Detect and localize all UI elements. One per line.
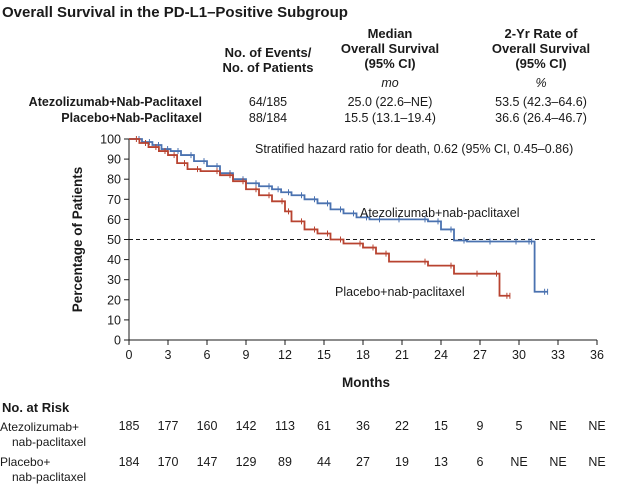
risk-label-atezo-line2: nab-paclitaxel	[12, 435, 87, 449]
y-tick-label: 0	[114, 334, 121, 348]
risk-label-placebo-line2: nab-paclitaxel	[12, 470, 87, 484]
x-tick-label: 6	[204, 348, 211, 362]
rate-header-line2: Overall Survival	[491, 41, 591, 56]
risk-value: 5	[515, 419, 523, 433]
row-events-placebo: 88/184	[248, 111, 288, 125]
x-tick-label: 27	[473, 348, 487, 362]
atezo-survival-curve	[129, 138, 548, 293]
risk-value: 22	[395, 419, 409, 433]
x-tick-label: 18	[356, 348, 370, 362]
series-label-placebo: Placebo+nab-paclitaxel	[335, 285, 465, 299]
x-tick-label: 12	[278, 348, 292, 362]
y-tick-label: 50	[107, 233, 121, 247]
x-tick-label: 30	[512, 348, 526, 362]
median-header-line2: Overall Survival	[340, 41, 440, 56]
median-header: Median Overall Survival (95% CI)	[330, 26, 450, 71]
row-median-placebo: 15.5 (13.1–19.4)	[344, 111, 436, 125]
x-tick-label: 24	[434, 348, 448, 362]
x-tick-label: 33	[551, 348, 565, 362]
row-label-atezo: Atezolizumab+Nab-Paclitaxel	[28, 95, 202, 109]
risk-value: 160	[196, 419, 218, 433]
hazard-ratio-annotation: Stratified hazard ratio for death, 0.62 …	[255, 142, 573, 156]
series-label-atezo: Atezolizumab+nab-paclitaxel	[360, 206, 519, 220]
median-units: mo	[381, 76, 399, 90]
row-rate-placebo: 36.6 (26.4–46.7)	[495, 111, 587, 125]
x-tick-label: 21	[395, 348, 409, 362]
risk-value: 6	[476, 455, 484, 469]
risk-value: NE	[549, 419, 567, 433]
risk-value: NE	[510, 455, 528, 469]
risk-value: 27	[356, 455, 370, 469]
risk-value: 19	[395, 455, 409, 469]
y-tick-label: 10	[107, 313, 121, 327]
risk-title: No. at Risk	[2, 400, 70, 415]
row-median-atezo: 25.0 (22.6–NE)	[347, 95, 433, 109]
y-tick-label: 60	[107, 213, 121, 227]
rate-header-line1: 2-Yr Rate of	[504, 26, 578, 41]
x-tick-label: 9	[243, 348, 250, 362]
risk-value: 15	[434, 419, 448, 433]
risk-value: 36	[356, 419, 370, 433]
y-tick-label: 40	[107, 253, 121, 267]
y-tick-label: 100	[100, 133, 121, 147]
risk-value: 89	[278, 455, 292, 469]
risk-value: 142	[235, 419, 257, 433]
risk-value: 61	[317, 419, 331, 433]
events-header-line1: No. of Events/	[224, 45, 312, 60]
figure-title: Overall Survival in the PD-L1–Positive S…	[2, 4, 348, 21]
x-tick-label: 36	[590, 348, 604, 362]
x-axis-label: Months	[342, 375, 390, 390]
risk-value: 44	[317, 455, 331, 469]
risk-label-atezo-line1: Atezolizumab+	[0, 420, 80, 434]
y-tick-label: 80	[107, 173, 121, 187]
risk-label-placebo-line1: Placebo+	[0, 455, 51, 469]
risk-value: 9	[476, 419, 484, 433]
events-header-line2: No. of Patients	[222, 60, 314, 75]
median-header-line3: (95% CI)	[364, 56, 416, 71]
risk-value: 147	[196, 455, 218, 469]
risk-value: 170	[157, 455, 179, 469]
risk-label-atezo: Atezolizumab+ nab-paclitaxel	[0, 420, 86, 450]
risk-value: NE	[588, 419, 606, 433]
y-tick-label: 70	[107, 193, 121, 207]
rate-units: %	[535, 76, 547, 90]
risk-value: 177	[157, 419, 179, 433]
risk-value: 185	[118, 419, 140, 433]
row-label-placebo: Placebo+Nab-Paclitaxel	[61, 111, 202, 125]
rate-header-line3: (95% CI)	[515, 56, 567, 71]
events-header: No. of Events/ No. of Patients	[208, 45, 328, 75]
y-tick-label: 90	[107, 153, 121, 167]
row-events-atezo: 64/185	[248, 95, 288, 109]
x-tick-label: 3	[165, 348, 172, 362]
y-tick-label: 20	[107, 293, 121, 307]
risk-value: 13	[434, 455, 448, 469]
risk-value: 113	[275, 419, 295, 433]
placebo-survival-curve	[129, 138, 510, 297]
y-axis-label: Percentage of Patients	[70, 167, 85, 313]
risk-value: 129	[235, 455, 257, 469]
x-tick-label: 15	[317, 348, 331, 362]
risk-label-placebo: Placebo+ nab-paclitaxel	[0, 455, 86, 485]
x-tick-label: 0	[126, 348, 133, 362]
median-header-line1: Median	[367, 26, 413, 41]
risk-value: NE	[549, 455, 567, 469]
rate-header: 2-Yr Rate of Overall Survival (95% CI)	[476, 26, 606, 71]
y-tick-label: 30	[107, 273, 121, 287]
risk-value: NE	[588, 455, 606, 469]
row-rate-atezo: 53.5 (42.3–64.6)	[495, 95, 587, 109]
risk-value: 184	[118, 455, 140, 469]
